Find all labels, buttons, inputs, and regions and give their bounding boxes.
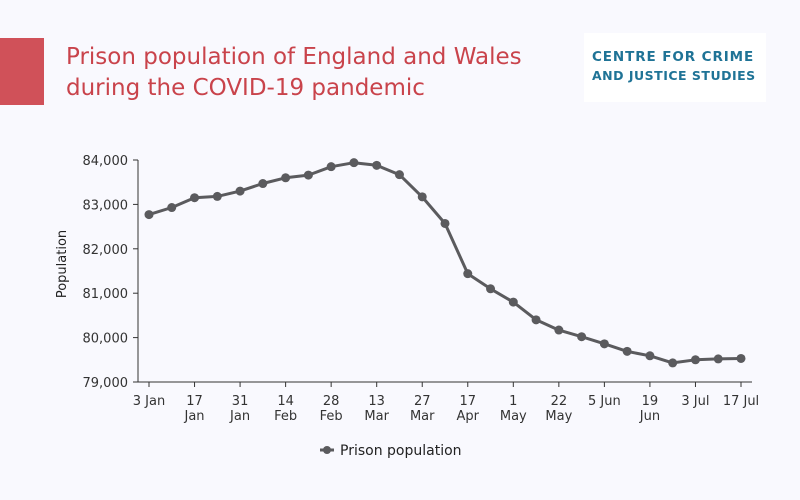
- data-point: [554, 325, 564, 335]
- data-point: [531, 315, 541, 325]
- y-tick-label: 83,000: [83, 198, 129, 213]
- x-tick-label: 17: [186, 394, 203, 409]
- y-tick-label: 84,000: [83, 154, 129, 169]
- data-point: [303, 170, 313, 180]
- x-tick-label: Apr: [457, 409, 480, 424]
- chart-title: Prison population of England and Wales d…: [66, 42, 546, 104]
- x-tick-label: Jan: [229, 409, 250, 424]
- data-point: [281, 173, 291, 183]
- data-point: [212, 191, 222, 201]
- x-tick-label: May: [545, 409, 572, 424]
- x-tick-label: Jan: [184, 409, 205, 424]
- y-tick-label: 79,000: [83, 376, 129, 391]
- x-tick-label: 28: [323, 394, 340, 409]
- x-tick-label: 27: [414, 394, 431, 409]
- chart-title-line-1: Prison population of England and Wales: [66, 44, 522, 70]
- legend-marker: [323, 446, 331, 454]
- data-point: [326, 162, 336, 172]
- x-tick-label: Mar: [364, 409, 389, 424]
- data-point: [622, 346, 632, 356]
- x-tick-label: Jun: [639, 409, 660, 424]
- centre-for-crime-and-justice-studies-logo: CENTRE FOR CRIME AND JUSTICE STUDIES: [584, 33, 766, 102]
- legend-label: Prison population: [340, 443, 462, 459]
- x-tick-label: 5 Jun: [588, 394, 621, 409]
- x-tick-label: 17: [459, 394, 476, 409]
- y-tick-label: 80,000: [83, 332, 129, 347]
- data-point: [144, 210, 154, 220]
- data-point: [349, 158, 359, 168]
- data-point: [258, 179, 268, 189]
- x-tick-label: 1: [509, 394, 517, 409]
- data-point: [508, 297, 518, 307]
- data-point: [394, 170, 404, 180]
- x-tick-label: Feb: [274, 409, 297, 424]
- data-point: [713, 354, 723, 364]
- data-point: [599, 339, 609, 349]
- x-tick-label: 31: [232, 394, 249, 409]
- data-point: [690, 355, 700, 365]
- logo-text-line-2: AND JUSTICE STUDIES: [592, 68, 756, 83]
- x-tick-label: 22: [551, 394, 568, 409]
- data-point: [577, 332, 587, 342]
- data-point: [190, 193, 200, 203]
- data-point: [463, 269, 473, 279]
- y-tick-label: 82,000: [83, 243, 129, 258]
- x-tick-label: 14: [277, 394, 294, 409]
- data-point: [440, 218, 450, 228]
- x-tick-label: 13: [368, 394, 385, 409]
- data-point: [372, 160, 382, 170]
- x-tick-label: 3 Jul: [681, 394, 709, 409]
- data-point: [486, 284, 496, 294]
- data-point: [235, 186, 245, 196]
- data-point: [167, 203, 177, 213]
- data-point: [645, 351, 655, 361]
- y-axis-title: Population: [55, 230, 70, 298]
- x-tick-label: Feb: [320, 409, 343, 424]
- data-point: [668, 358, 678, 368]
- logo-text-line-1: CENTRE FOR CRIME: [592, 49, 755, 65]
- accent-bar: [0, 38, 44, 105]
- x-tick-label: 3 Jan: [133, 394, 165, 409]
- chart-title-line-2: during the COVID-19 pandemic: [66, 75, 425, 101]
- x-tick-label: May: [500, 409, 527, 424]
- data-point: [417, 192, 427, 202]
- data-point: [736, 353, 746, 363]
- x-tick-label: Mar: [410, 409, 435, 424]
- x-tick-label: 19: [642, 394, 659, 409]
- x-tick-label: 17 Jul: [723, 394, 759, 409]
- y-tick-label: 81,000: [83, 287, 129, 302]
